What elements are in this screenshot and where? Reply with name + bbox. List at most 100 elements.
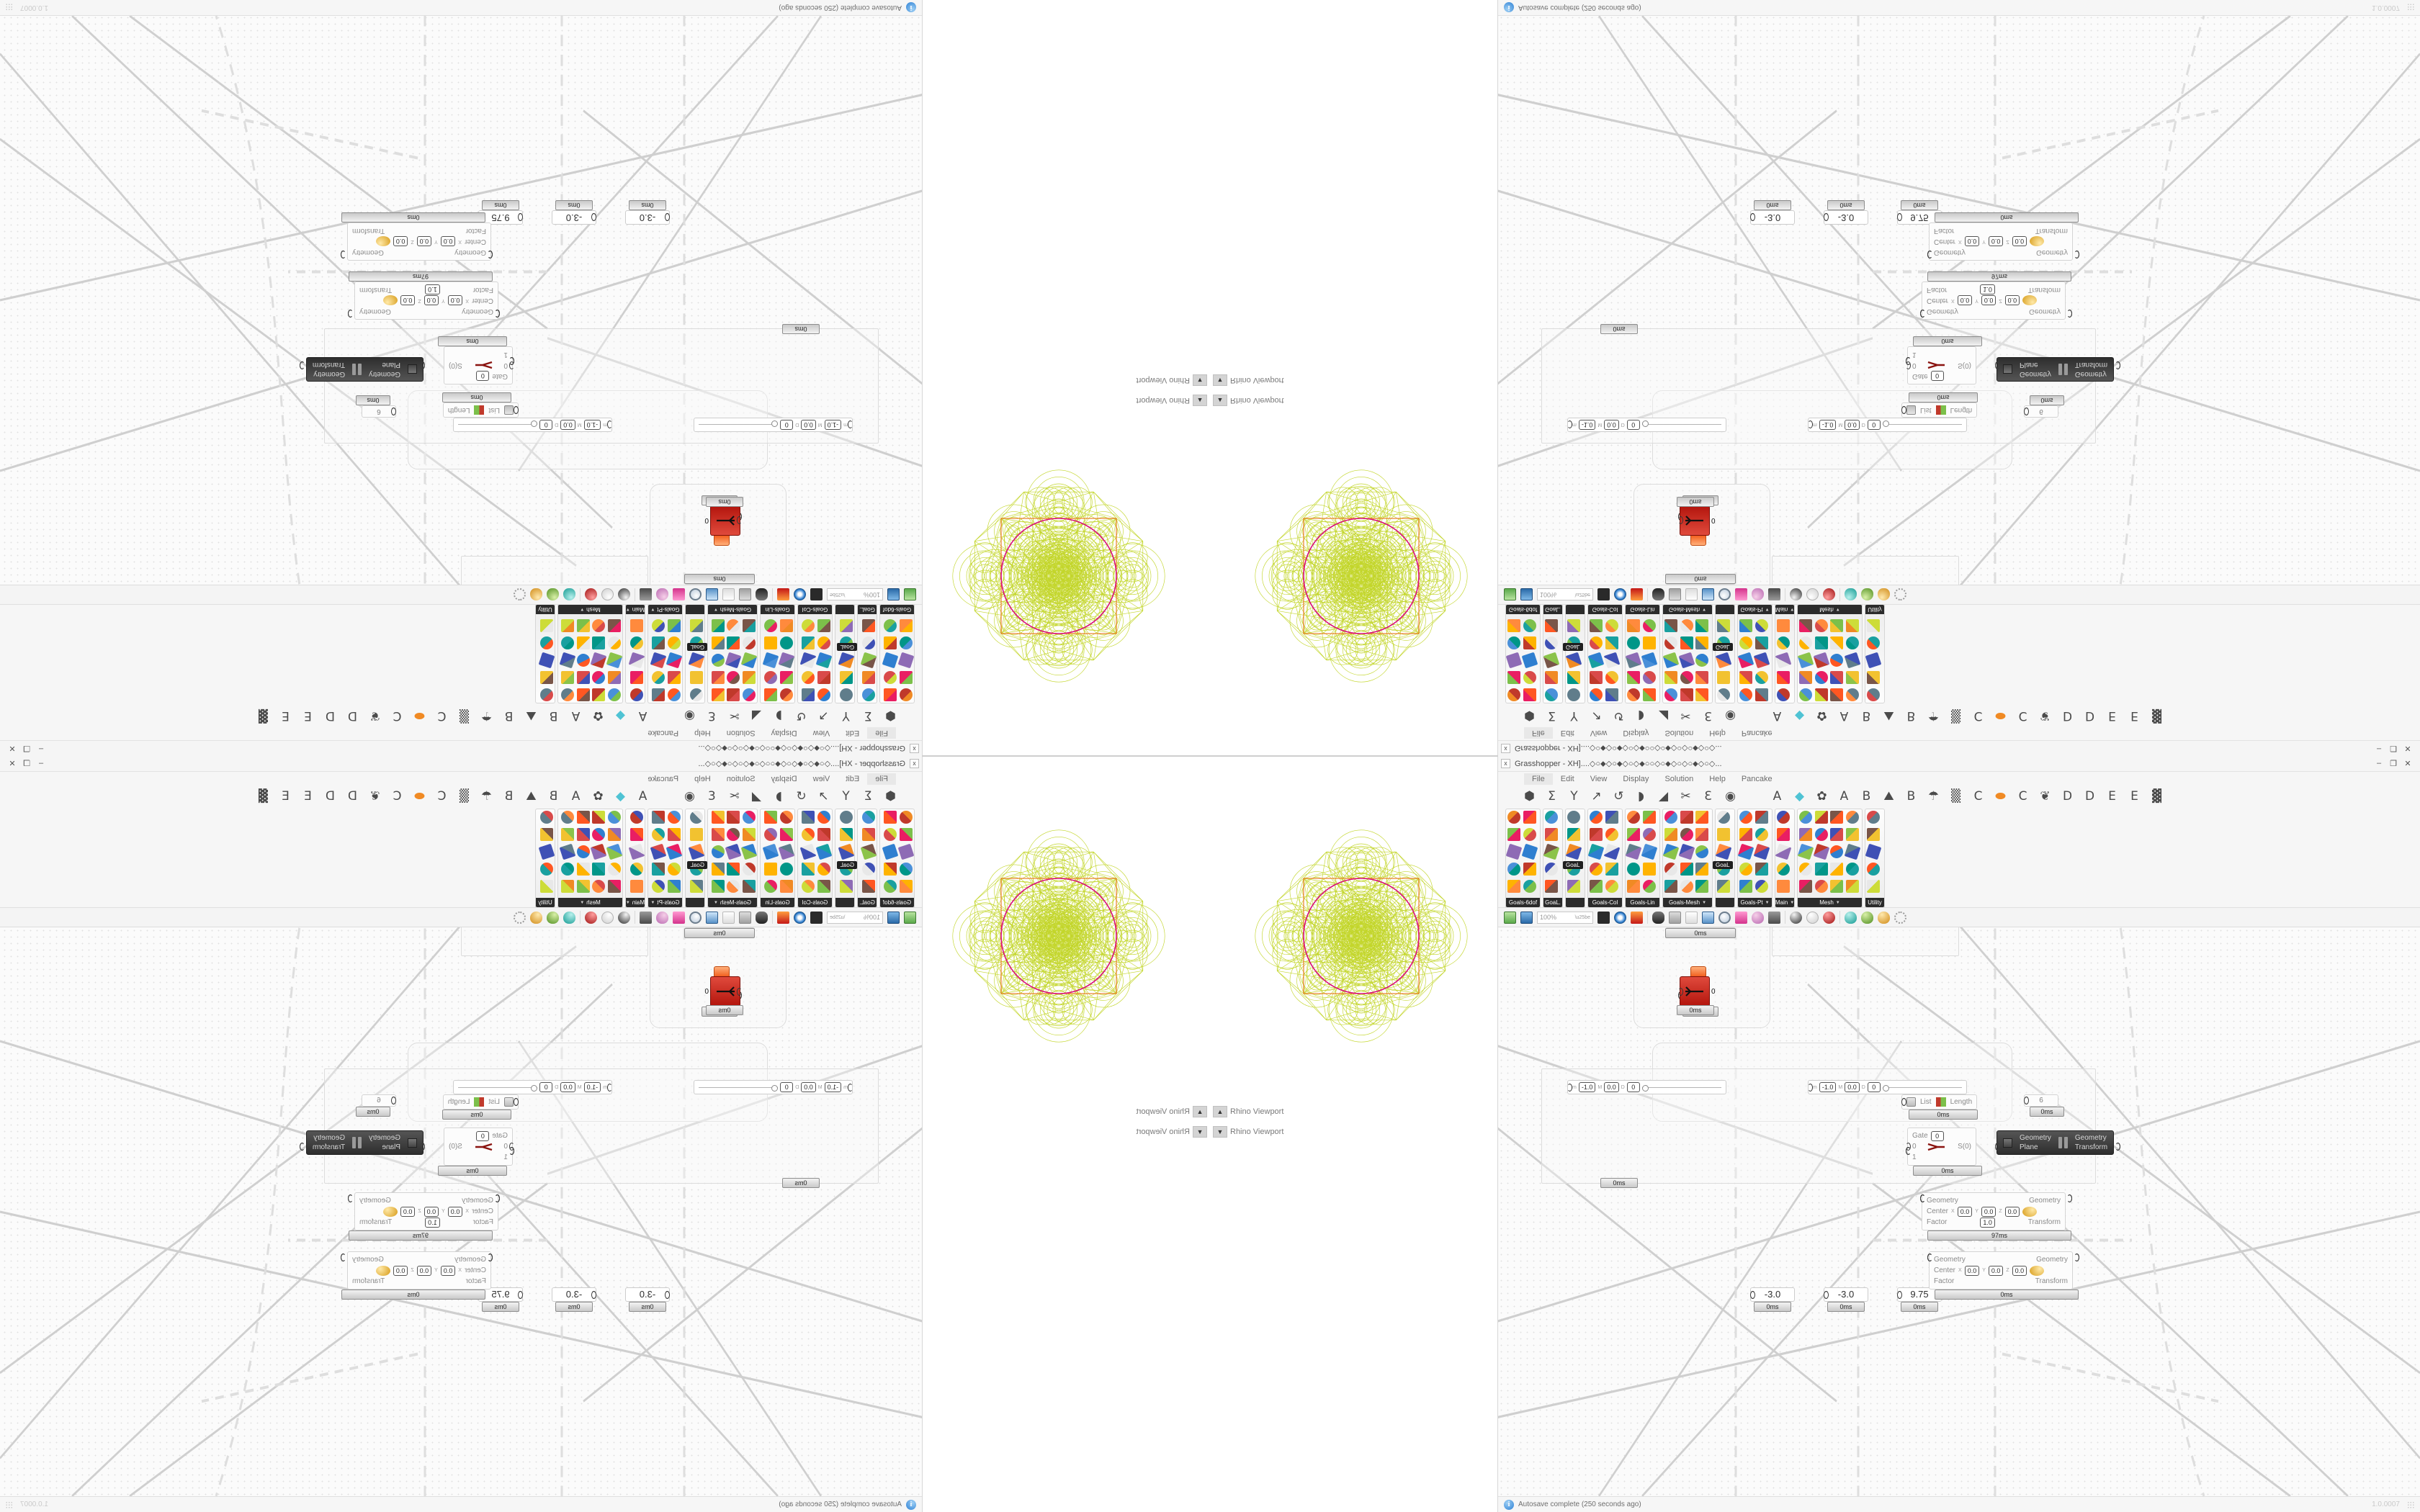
number-panel-b[interactable]: -3.0 0ms [552, 1287, 596, 1312]
port-out-transform[interactable] [2115, 361, 2120, 369]
slider-min-field[interactable]: -1.0 [1819, 1082, 1837, 1092]
preview-gold-icon[interactable] [530, 588, 542, 601]
panel-tab-label[interactable]: Goals-Mesh ▼ [708, 898, 757, 907]
component-icon[interactable] [666, 843, 683, 860]
orient-body[interactable]: Geometry Plane Geometry Transform [1996, 1130, 2115, 1155]
component-icon[interactable] [1755, 828, 1768, 841]
scale-body-2[interactable]: Geometry Geometry Center X 0.0 Y 0.0 Z 0… [1929, 1251, 2073, 1290]
component-icon[interactable] [764, 828, 777, 841]
component-icon[interactable] [1799, 688, 1812, 701]
kangaroo-solver-left[interactable]: 0 0ms [702, 495, 742, 546]
cluster-icon[interactable] [640, 588, 652, 601]
port-out[interactable] [737, 988, 742, 996]
panel-tab-label[interactable] [1566, 898, 1585, 907]
params-glyph[interactable]: ⬢ [1524, 788, 1535, 804]
component-icon[interactable] [764, 671, 777, 684]
list-length-body[interactable]: List Length [442, 1094, 519, 1110]
tab-flower[interactable]: ✿ [1816, 708, 1827, 724]
number-panel-a-value[interactable]: -3.0 [625, 210, 670, 225]
list-length-node[interactable]: List Length 0ms [442, 392, 519, 418]
center-x-field[interactable]: 0.0 [440, 1265, 456, 1276]
sphere-red-icon[interactable] [1823, 588, 1835, 601]
vector-glyph[interactable]: ↗ [1591, 708, 1602, 724]
gha-icon[interactable] [722, 911, 735, 924]
component-icon[interactable] [1777, 880, 1790, 893]
component-icon[interactable] [740, 652, 758, 669]
gate-body[interactable]: Gate 0 0 S(0) 1 [1907, 1128, 1976, 1166]
orient-body[interactable]: Geometry Plane Geometry Transform [305, 1130, 424, 1155]
kangaroo-toggle-cap[interactable] [1690, 966, 1706, 977]
scale-node-1[interactable]: Geometry Geometry Center X 0.0 Y 0.0 Z 0… [349, 1192, 500, 1241]
component-icon[interactable] [1865, 843, 1882, 860]
center-x-field[interactable]: 0.0 [447, 1206, 463, 1217]
search-icon[interactable] [1718, 911, 1731, 924]
panel-tab-label[interactable]: GoaL. [1543, 898, 1562, 907]
number-panel-a-value[interactable]: -3.0 [1750, 1287, 1795, 1302]
component-icon[interactable] [1605, 880, 1618, 893]
component-icon[interactable] [561, 688, 575, 701]
tab-e1[interactable]: E [304, 708, 312, 724]
panel-tab-label[interactable] [686, 605, 704, 614]
at-icon[interactable] [739, 588, 751, 601]
sphere-black-icon[interactable] [618, 588, 630, 601]
component-icon[interactable] [711, 636, 725, 649]
center-y-field[interactable]: 0.0 [1981, 295, 1996, 306]
component-icon[interactable] [540, 880, 553, 893]
zoom-extents-icon[interactable] [1597, 588, 1610, 601]
panel-tab-label[interactable]: Utility [536, 605, 555, 614]
panel-tab-label[interactable]: Goals-Lin [1626, 605, 1659, 614]
slider-track[interactable] [699, 424, 779, 426]
component-icon[interactable] [727, 619, 740, 632]
list-length-body[interactable]: List Length [1901, 402, 1978, 418]
menu-item-pancake[interactable]: Pancake [1741, 775, 1773, 783]
preview-teal-icon[interactable] [1845, 588, 1857, 601]
component-icon[interactable] [561, 619, 575, 632]
preview-green-icon[interactable] [547, 911, 559, 924]
preview-gold-icon[interactable] [1878, 911, 1890, 924]
component-icon[interactable] [668, 688, 681, 701]
port-out-transform[interactable] [348, 1194, 353, 1202]
port-out-transform[interactable] [300, 1143, 305, 1151]
number-panel-a[interactable]: -3.0 0ms [625, 1287, 670, 1312]
component-icon[interactable] [817, 688, 830, 701]
panel-tab-label[interactable]: Goals-Col [1588, 605, 1622, 614]
component-icon[interactable] [860, 652, 877, 669]
orient-node[interactable]: Geometry Plane Geometry Transform [305, 1130, 425, 1155]
chevron-down-icon[interactable]: ▼ [580, 900, 585, 905]
panel-tab-label[interactable]: Goals-6dof [880, 605, 914, 614]
slider-track[interactable] [1641, 424, 1721, 426]
component-icon[interactable] [538, 652, 555, 669]
viewport-scroll-up-button[interactable]: ▲ [1193, 395, 1207, 406]
component-icon[interactable] [840, 671, 853, 684]
component-icon[interactable] [1739, 880, 1752, 893]
tab-a1[interactable]: A [1773, 788, 1782, 804]
component-icon[interactable] [1777, 619, 1790, 632]
gate-body[interactable]: Gate 0 0 S(0) 1 [444, 1128, 513, 1166]
search-icon[interactable] [689, 588, 702, 601]
component-icon[interactable] [900, 880, 913, 893]
component-icon[interactable] [764, 688, 777, 701]
panel-tab-label[interactable]: Goals-Lin [761, 898, 794, 907]
slider-right-body[interactable]: m -1.0 M 0.0 D 0 [453, 1080, 612, 1094]
port-out[interactable] [1901, 406, 1906, 414]
slider-track[interactable] [458, 1086, 538, 1088]
component-icon[interactable] [1867, 619, 1880, 632]
gift-icon[interactable] [673, 588, 685, 601]
component-icon[interactable] [727, 828, 740, 841]
tab-e1[interactable]: E [304, 788, 312, 804]
panel-tab-label[interactable]: Goals-6dof [880, 898, 914, 907]
component-icon[interactable] [668, 811, 681, 824]
component-icon[interactable] [1739, 811, 1752, 824]
mesh-glyph[interactable]: ◢ [751, 788, 762, 804]
component-icon[interactable] [838, 652, 855, 669]
sets-glyph[interactable]: Υ [1570, 708, 1578, 724]
number-panel-b-value[interactable]: -3.0 [552, 210, 596, 225]
cluster-icon[interactable] [1768, 588, 1780, 601]
pause-icon[interactable] [352, 364, 362, 375]
grasshopper-canvas[interactable]: -3.0 0ms -3.0 0ms 9.75 0ms [0, 927, 922, 1496]
component-icon[interactable] [711, 671, 725, 684]
component-icon[interactable] [1505, 843, 1523, 860]
component-icon[interactable] [1627, 671, 1640, 684]
component-icon[interactable] [540, 828, 553, 841]
scale-node-2[interactable]: Geometry Geometry Center X 0.0 Y 0.0 Z 0… [1927, 212, 2079, 261]
